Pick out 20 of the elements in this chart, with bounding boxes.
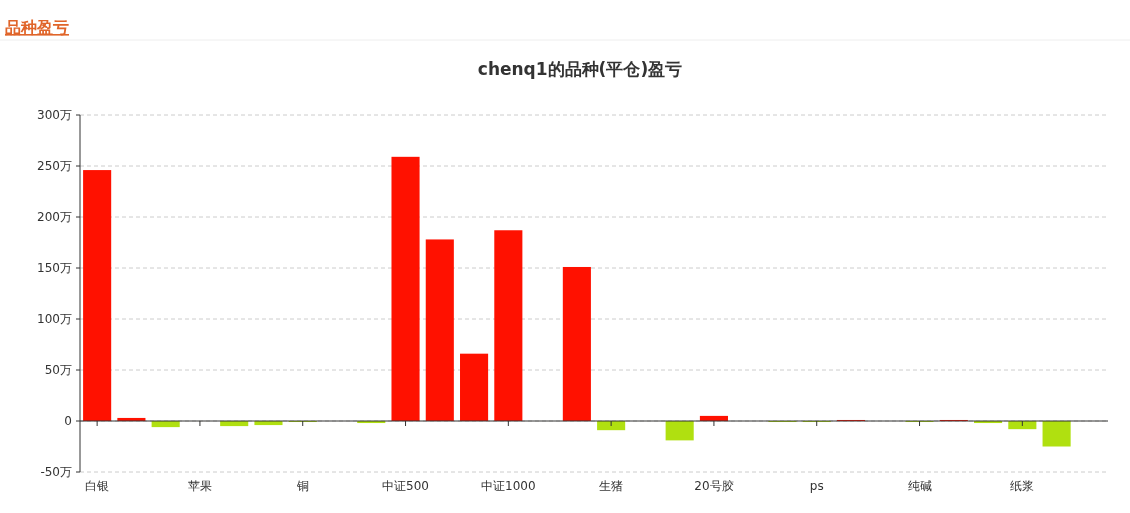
y-tick-label: 100万 xyxy=(37,312,72,326)
x-tick-label: 纸浆 xyxy=(1010,479,1035,493)
y-tick-label: 0 xyxy=(64,414,72,428)
y-tick-label: 300万 xyxy=(37,108,72,122)
text: 品种盈亏 xyxy=(5,18,69,37)
y-tick-label: 150万 xyxy=(37,261,72,275)
x-tick-label: 20号胶 xyxy=(694,479,734,493)
x-tick-label: 中证500 xyxy=(382,479,429,493)
x-tick-label: 铜 xyxy=(295,479,309,493)
y-tick-label: 250万 xyxy=(37,159,72,173)
x-tick-label: 苹果 xyxy=(187,479,212,493)
x-tick-label: 中证1000 xyxy=(481,479,536,493)
y-tick-label: 50万 xyxy=(44,363,72,377)
x-tick-label: ps xyxy=(809,479,824,493)
y-tick-label: -50万 xyxy=(40,465,72,479)
x-tick-label: 纯碱 xyxy=(907,479,932,493)
y-tick-label: 200万 xyxy=(37,210,72,224)
x-tick-label: 生猪 xyxy=(599,479,624,493)
chart-title: chenq1的品种(平仓)盈亏 xyxy=(477,59,683,79)
x-tick-label: 白银 xyxy=(85,479,110,493)
